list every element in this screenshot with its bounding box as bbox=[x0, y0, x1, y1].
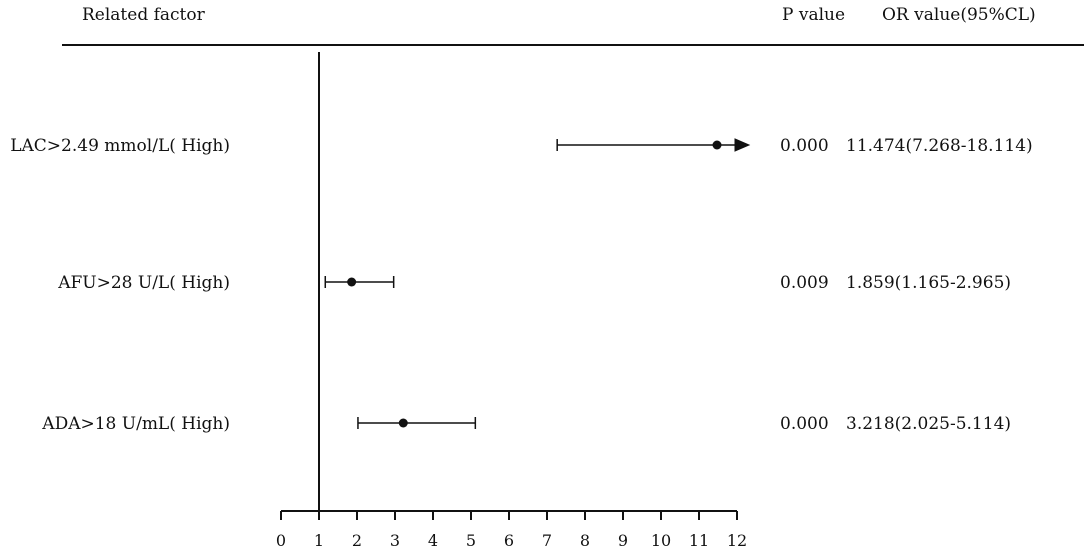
header-p-value: P value bbox=[782, 5, 845, 25]
x-tick-label: 7 bbox=[542, 531, 552, 550]
forest-row: LAC>2.49 mmol/L( High) 0.000 11.474(7.268-… bbox=[10, 136, 1032, 156]
or-point bbox=[712, 140, 722, 150]
factor-label: LAC>2.49 mmol/L( High) bbox=[10, 136, 230, 156]
x-axis: 0 1 2 3 4 5 6 7 8 9 10 11 12 bbox=[276, 52, 747, 550]
x-tick-label: 4 bbox=[428, 531, 438, 550]
x-tick-label: 6 bbox=[504, 531, 514, 550]
or-point bbox=[398, 418, 408, 428]
x-tick-label: 12 bbox=[727, 531, 747, 550]
p-value: 0.009 bbox=[780, 273, 829, 293]
forest-row: AFU>28 U/L( High) 0.009 1.859(1.165-2.965) bbox=[57, 273, 1011, 293]
x-tick-label: 8 bbox=[580, 531, 590, 550]
x-tick-label: 2 bbox=[352, 531, 362, 550]
x-tick-label: 3 bbox=[390, 531, 400, 550]
x-tick-label: 11 bbox=[689, 531, 709, 550]
p-value: 0.000 bbox=[780, 414, 829, 434]
ci-arrow bbox=[734, 138, 751, 152]
or-value: 1.859(1.165-2.965) bbox=[846, 273, 1011, 293]
x-tick-label: 0 bbox=[276, 531, 286, 550]
or-value: 3.218(2.025-5.114) bbox=[846, 414, 1011, 434]
header-or-value: OR value(95%CL) bbox=[882, 5, 1036, 25]
rows-layer: LAC>2.49 mmol/L( High) 0.000 11.474(7.268-… bbox=[10, 136, 1032, 434]
header-related-factor: Related factor bbox=[82, 5, 206, 25]
or-point bbox=[347, 277, 357, 287]
factor-label: ADA>18 U/mL( High) bbox=[41, 414, 230, 434]
forest-row: ADA>18 U/mL( High) 0.000 3.218(2.025-5.114… bbox=[41, 414, 1011, 434]
p-value: 0.000 bbox=[780, 136, 829, 156]
x-tick-label: 9 bbox=[618, 531, 628, 550]
x-tick-label: 10 bbox=[651, 531, 671, 550]
factor-label: AFU>28 U/L( High) bbox=[57, 273, 230, 293]
or-value: 11.474(7.268-18.114) bbox=[846, 136, 1033, 156]
x-tick-label: 5 bbox=[466, 531, 476, 550]
x-tick-label: 1 bbox=[314, 531, 324, 550]
